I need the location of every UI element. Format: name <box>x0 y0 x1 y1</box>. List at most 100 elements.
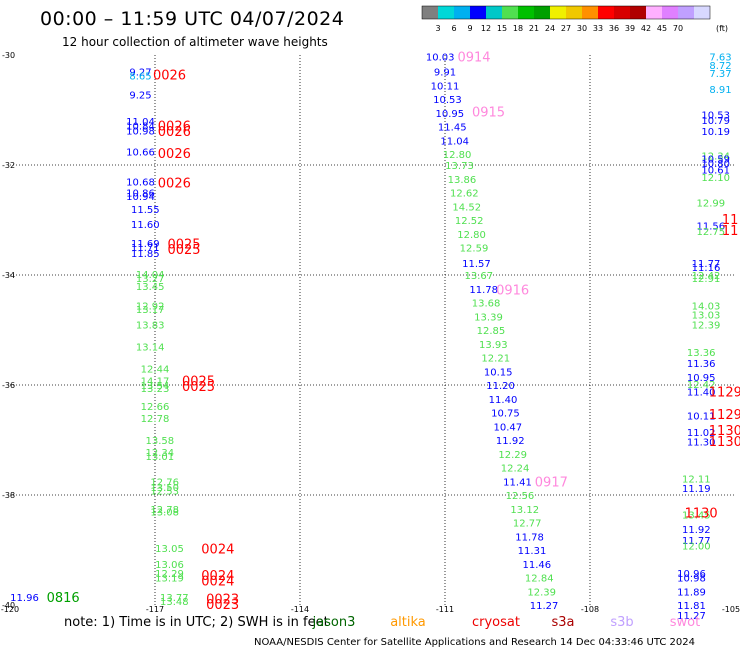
pass-time-label: 0025 <box>182 380 215 395</box>
wave-height-label: 10.03 <box>426 53 455 64</box>
colorbar-label: 27 <box>561 24 571 33</box>
wave-height-label: 14.03 <box>692 301 721 312</box>
pass-time-label: 1129 <box>709 386 740 401</box>
wave-height-label: 10.75 <box>491 409 520 420</box>
wave-height-points: 9.278.659.2511.0410.8410.9810.6610.6810.… <box>10 53 731 622</box>
wave-height-label: 13.39 <box>474 312 503 323</box>
x-tick-label: -111 <box>436 605 454 614</box>
wave-height-label: 11.20 <box>486 381 515 392</box>
colorbar-unit: (ft) <box>716 24 728 33</box>
pass-time-label: 0917 <box>535 475 568 490</box>
wave-height-label: 10.53 <box>433 95 462 106</box>
wave-height-label: 10.47 <box>494 422 523 433</box>
colorbar-label: 39 <box>625 24 635 33</box>
wave-height-label: 13.23 <box>141 384 170 395</box>
wave-height-label: 14.04 <box>136 270 165 281</box>
wave-height-label: 11.04 <box>440 136 469 147</box>
wave-height-label: 11.78 <box>469 285 498 296</box>
wave-height-label: 12.78 <box>150 505 179 516</box>
colorbar-label: 21 <box>529 24 539 33</box>
pass-time-labels: 0026002600260026002600250025002500250024… <box>47 51 740 613</box>
wave-height-label: 14.17 <box>141 377 170 388</box>
colorbar-label: 42 <box>641 24 651 33</box>
y-tick-label: -40 <box>2 601 15 610</box>
wave-height-label: 12.34 <box>701 152 730 163</box>
colorbar-label: 24 <box>545 24 555 33</box>
colorbar-swatch <box>630 6 646 19</box>
y-tick-label: -30 <box>2 51 15 60</box>
wave-height-label: 13.08 <box>150 508 179 519</box>
pass-time-label: 0915 <box>472 106 505 121</box>
wave-height-label: 7.63 <box>709 53 731 64</box>
footer-note: note: 1) Time is in UTC; 2) SWH is in fe… <box>64 615 329 630</box>
x-tick-label: -114 <box>291 605 309 614</box>
wave-height-label: 12.78 <box>141 414 170 425</box>
wave-height-label: 12.39 <box>527 587 556 598</box>
wave-height-label: 10.79 <box>701 116 730 127</box>
pass-time-label: 0023 <box>206 598 239 613</box>
wave-height-label: 12.99 <box>697 198 726 209</box>
colorbar-swatch <box>422 6 438 19</box>
pass-time-label: 0026 <box>158 147 191 162</box>
wave-height-label: 7.37 <box>709 69 731 80</box>
wave-height-label: 12.29 <box>155 569 184 580</box>
wave-height-label: 12.29 <box>498 450 527 461</box>
x-tick-label: -105 <box>722 605 740 614</box>
wave-height-label: 13.19 <box>155 574 184 585</box>
legend-s3b: s3b <box>610 615 633 630</box>
wave-height-label: 12.59 <box>460 244 489 255</box>
wave-height-label: 11.02 <box>687 428 716 439</box>
color-scale-legend: 3 6 9 12 15 18 21 24 27 30 33 36 39 42 45 70 (ft) <box>421 5 728 33</box>
wave-height-label: 11.77 <box>682 536 711 547</box>
wave-height-label: 12.39 <box>692 321 721 332</box>
x-axis: -120 -117 -114 -111 -108 -105 <box>1 605 740 614</box>
colorbar-swatch <box>534 6 550 19</box>
wave-height-label: 10.96 <box>677 569 706 580</box>
pass-time-label: 0816 <box>47 591 80 606</box>
wave-height-label: 11.92 <box>682 525 711 536</box>
pass-time-label: 0916 <box>496 283 529 298</box>
wave-height-label: 12.75 <box>697 227 726 238</box>
wave-height-label: 12.80 <box>457 230 486 241</box>
wave-height-label: 11.46 <box>523 560 552 571</box>
pass-time-label: 11 <box>722 224 739 239</box>
wave-height-label: 10.95 <box>436 109 465 120</box>
wave-height-label: 13.03 <box>692 311 721 322</box>
colorbar-swatch <box>646 6 662 19</box>
wave-height-label: 11.41 <box>503 477 532 488</box>
wave-height-label: 12.56 <box>506 491 535 502</box>
wave-height-label: 8.72 <box>709 61 731 72</box>
wave-height-label: 10.84 <box>126 121 155 132</box>
wave-height-label: 13.01 <box>146 452 175 463</box>
footer-credit: NOAA/NESDIS Center for Satellite Applica… <box>254 637 695 648</box>
wave-height-label: 11.55 <box>131 205 160 216</box>
wave-height-label: 12.34 <box>146 448 175 459</box>
wave-height-label: 12.11 <box>682 475 711 486</box>
wave-height-label: 13.12 <box>510 505 539 516</box>
wave-height-label: 10.94 <box>126 192 155 203</box>
wave-height-label: 12.62 <box>450 189 479 200</box>
colorbar-label: 45 <box>657 24 667 33</box>
wave-height-label: 11.71 <box>131 243 160 254</box>
wave-height-label: 10.80 <box>701 159 730 170</box>
wave-height-label: 10.86 <box>126 189 155 200</box>
colorbar-swatch <box>694 6 710 19</box>
wave-height-label: 13.93 <box>479 340 508 351</box>
wave-height-label: 13.36 <box>687 348 716 359</box>
legend-jason3: jason3 <box>312 615 356 630</box>
wave-height-label: 11.85 <box>131 249 160 260</box>
colorbar-label: 70 <box>673 24 683 33</box>
legend-cryosat: cryosat <box>472 615 520 630</box>
wave-height-label: 11.16 <box>692 263 721 274</box>
wave-height-label: 10.98 <box>677 574 706 585</box>
wave-height-label: 12.42 <box>687 380 716 391</box>
pass-time-label: 0024 <box>201 542 234 557</box>
wave-height-label: 11.60 <box>131 220 160 231</box>
colorbar-swatch <box>502 6 518 19</box>
wave-height-label: 14.52 <box>452 202 481 213</box>
wave-height-label: 11.78 <box>515 532 544 543</box>
pass-time-label: 0025 <box>182 375 215 390</box>
wave-height-label: 13.27 <box>136 274 165 285</box>
wave-height-label: 11.89 <box>677 587 706 598</box>
